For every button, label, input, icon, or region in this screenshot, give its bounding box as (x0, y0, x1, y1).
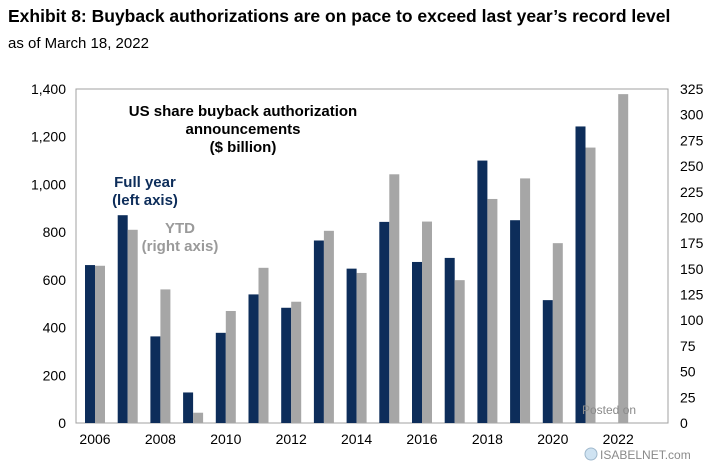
left-axis-tick: 400 (43, 320, 67, 336)
bar-ytd-2016 (422, 221, 432, 423)
bar-full-year-2009 (183, 392, 194, 423)
right-axis-tick: 100 (680, 312, 704, 328)
left-axis-tick: 600 (43, 272, 67, 288)
bar-full-year-2017 (444, 257, 455, 423)
right-axis-tick: 75 (680, 338, 696, 354)
left-axis-tick: 1,400 (31, 81, 66, 97)
x-axis-tick: 2008 (145, 431, 176, 447)
bar-ytd-2008 (160, 289, 171, 423)
right-axis-tick: 275 (680, 132, 704, 148)
bar-full-year-2006 (85, 265, 95, 423)
right-axis-tick: 250 (680, 158, 704, 174)
bar-full-year-2016 (412, 261, 422, 423)
exhibit-title: Exhibit 8: Buyback authorizations are on… (8, 6, 671, 26)
x-axis-tick: 2022 (603, 431, 634, 447)
x-axis-tick: 2016 (406, 431, 437, 447)
series-label-full-year-2: (left axis) (112, 192, 178, 209)
bar-ytd-2010 (225, 310, 236, 423)
bar-ytd-2020 (552, 243, 563, 423)
bar-full-year-2021 (575, 126, 586, 423)
x-axis-tick: 2010 (210, 431, 241, 447)
left-axis-tick: 200 (43, 367, 67, 383)
chart-title-line-1: US share buyback authorization (129, 103, 357, 120)
isabelnet-logo-icon (584, 447, 598, 461)
left-axis-tick: 1,200 (31, 129, 66, 145)
bar-full-year-2015 (379, 221, 390, 423)
plot-frame (75, 88, 669, 424)
bar-full-year-2010 (215, 332, 226, 423)
exhibit-subtitle: as of March 18, 2022 (8, 35, 149, 52)
bar-full-year-2008 (150, 336, 161, 423)
bar-ytd-2015 (389, 174, 400, 423)
bar-full-year-2014 (346, 268, 357, 423)
right-axis-tick: 225 (680, 184, 704, 200)
right-axis-tick: 325 (680, 81, 704, 97)
bar-full-year-2020 (542, 300, 553, 423)
bar-ytd-2009 (193, 412, 204, 423)
bar-full-year-2013 (313, 240, 324, 423)
x-axis-tick: 2020 (537, 431, 568, 447)
bar-ytd-2013 (323, 230, 334, 423)
right-axis-tick: 175 (680, 235, 704, 251)
bar-ytd-2012 (291, 301, 302, 423)
chart-title-line-2: announcements (185, 121, 300, 138)
right-axis-tick: 0 (680, 415, 688, 431)
watermark-site: ISABELNET.com (600, 448, 691, 461)
bar-full-year-2019 (510, 220, 521, 423)
bar-full-year-2007 (117, 215, 128, 423)
bar-full-year-2012 (281, 307, 292, 423)
left-axis-tick: 1,000 (31, 176, 66, 192)
left-axis-tick: 0 (58, 415, 66, 431)
right-axis-tick: 25 (680, 389, 696, 405)
bar-ytd-2017 (454, 280, 465, 423)
right-axis-tick: 50 (680, 364, 696, 380)
series-label-ytd-2: (right axis) (142, 238, 219, 255)
bar-full-year-2018 (477, 160, 488, 424)
bar-ytd-2007 (127, 229, 138, 423)
bar-ytd-2021 (585, 147, 596, 423)
x-axis-tick: 2006 (79, 431, 110, 447)
bar-ytd-2006 (95, 265, 105, 423)
left-axis-tick: 800 (43, 224, 67, 240)
bar-ytd-2022 (618, 94, 629, 423)
bar-ytd-2018 (487, 198, 498, 423)
right-axis-tick: 150 (680, 261, 704, 277)
bar-ytd-2014 (356, 272, 367, 423)
right-axis-tick: 300 (680, 107, 704, 123)
chart-title-line-3: ($ billion) (210, 139, 277, 156)
bar-ytd-2019 (520, 178, 531, 423)
x-axis-tick: 2014 (341, 431, 372, 447)
bar-full-year-2011 (248, 294, 259, 423)
right-axis-tick: 200 (680, 209, 704, 225)
x-axis-tick: 2018 (472, 431, 503, 447)
right-axis-tick: 125 (680, 287, 704, 303)
x-axis-tick: 2012 (276, 431, 307, 447)
series-label-full-year-1: Full year (114, 174, 176, 191)
series-label-ytd-1: YTD (165, 220, 195, 237)
bar-ytd-2011 (258, 267, 269, 423)
watermark-posted-on: Posted on (582, 403, 636, 417)
